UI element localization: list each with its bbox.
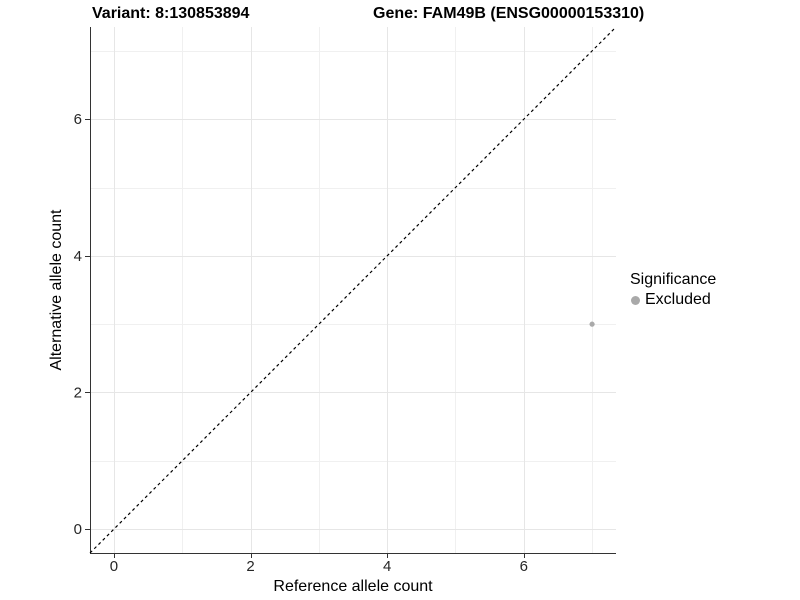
x-tick-label: 6	[520, 558, 528, 575]
identity-reference-line	[89, 26, 617, 554]
x-tick-label: 2	[246, 558, 254, 575]
y-tick-label: 4	[74, 248, 82, 265]
legend-item-label: Excluded	[645, 291, 711, 308]
data-point	[589, 321, 595, 327]
minor-gridlines	[90, 27, 616, 553]
data-points	[589, 321, 595, 327]
legend-key-circle-icon	[631, 295, 640, 305]
identity-dashed-line	[89, 26, 617, 554]
plot-title-gene: Gene: FAM49B (ENSG00000153310)	[373, 5, 645, 22]
legend-title: Significance	[630, 271, 717, 288]
legend-item-excluded: Excluded	[630, 291, 716, 309]
x-tick-label: 0	[110, 558, 118, 575]
legend: Significance Excluded	[630, 271, 716, 309]
major-gridlines	[90, 27, 616, 553]
y-tick-label: 2	[74, 384, 82, 401]
plot-title-variant: Variant: 8:130853894	[92, 5, 250, 22]
y-axis-title: Alternative allele count	[48, 209, 65, 371]
y-tick-label: 0	[74, 521, 82, 538]
x-tick-label: 4	[383, 558, 391, 575]
y-tick-label: 6	[74, 111, 82, 128]
x-axis-title: Reference allele count	[273, 578, 433, 595]
axes: 0 2 4 6 0 2 4 6	[74, 27, 616, 575]
